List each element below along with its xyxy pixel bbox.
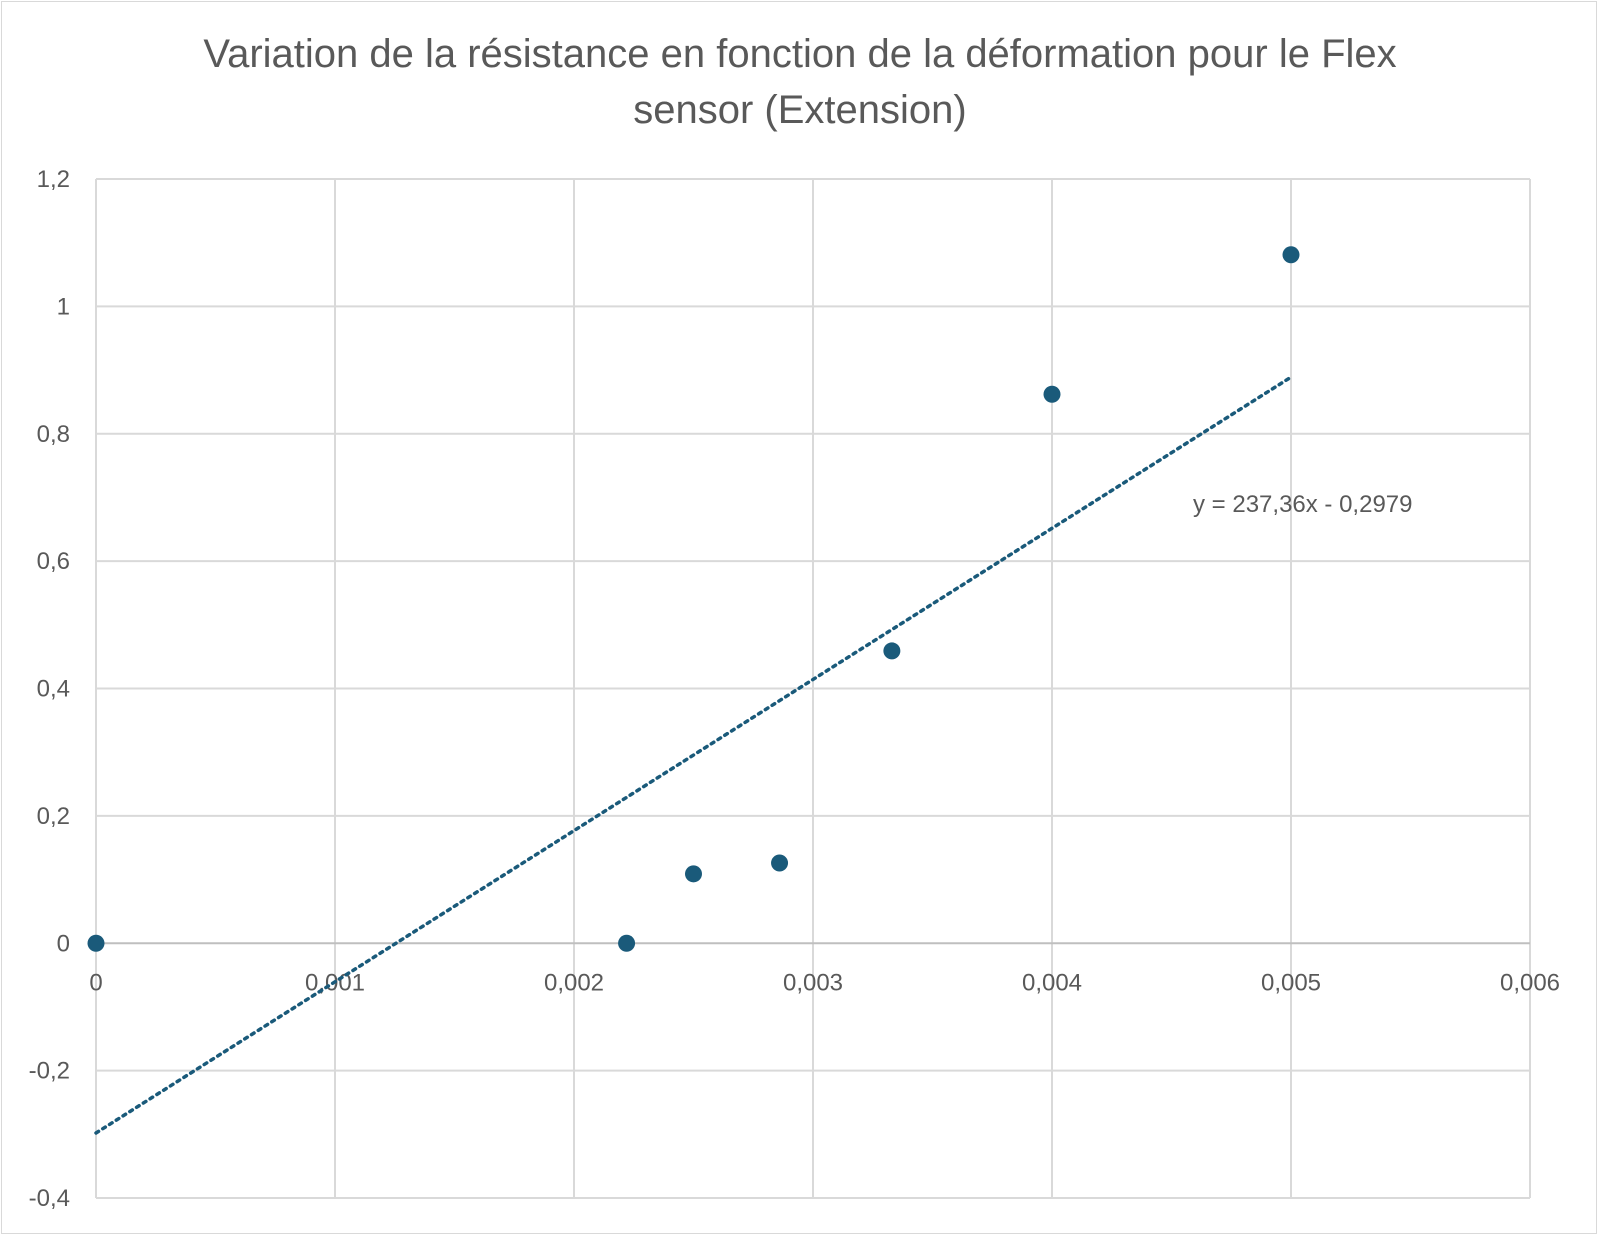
y-tick-label: 0,8 (37, 421, 70, 448)
data-point (1043, 385, 1061, 403)
x-tick-label: 0,006 (1500, 969, 1560, 996)
x-tick-label: 0,004 (1022, 969, 1082, 996)
chart-title-line-1: Variation de la résistance en fonction d… (203, 32, 1397, 76)
trendline-group: y = 237,36x - 0,2979 (94, 375, 1413, 1135)
trendline (94, 375, 1293, 1135)
y-tick-label: 0 (57, 930, 70, 957)
data-points (87, 246, 1300, 952)
data-point (1282, 246, 1300, 264)
tick-labels: 00,0010,0020,0030,0040,0050,006-0,4-0,20… (29, 166, 1560, 1212)
trendline-equation: y = 237,36x - 0,2979 (1193, 491, 1413, 518)
y-tick-label: -0,4 (29, 1185, 70, 1212)
x-tick-label: 0,002 (544, 969, 604, 996)
data-point (771, 854, 789, 872)
x-tick-label: 0 (89, 969, 102, 996)
y-tick-label: 1,2 (37, 166, 70, 193)
y-tick-label: 0,4 (37, 676, 70, 703)
chart-title: Variation de la résistance en fonction d… (0, 26, 1600, 138)
data-point (685, 865, 702, 883)
data-point (87, 934, 105, 952)
data-point (618, 934, 636, 952)
x-tick-label: 0,003 (783, 969, 843, 996)
chart-title-line-2: sensor (Extension) (633, 88, 967, 132)
data-point (883, 642, 901, 660)
gridlines (95, 178, 1531, 1199)
x-tick-label: 0,005 (1261, 969, 1321, 996)
y-tick-label: 0,6 (37, 548, 70, 575)
y-tick-label: 0,2 (37, 803, 70, 830)
y-tick-label: -0,2 (29, 1058, 70, 1085)
y-tick-label: 1 (57, 293, 70, 320)
